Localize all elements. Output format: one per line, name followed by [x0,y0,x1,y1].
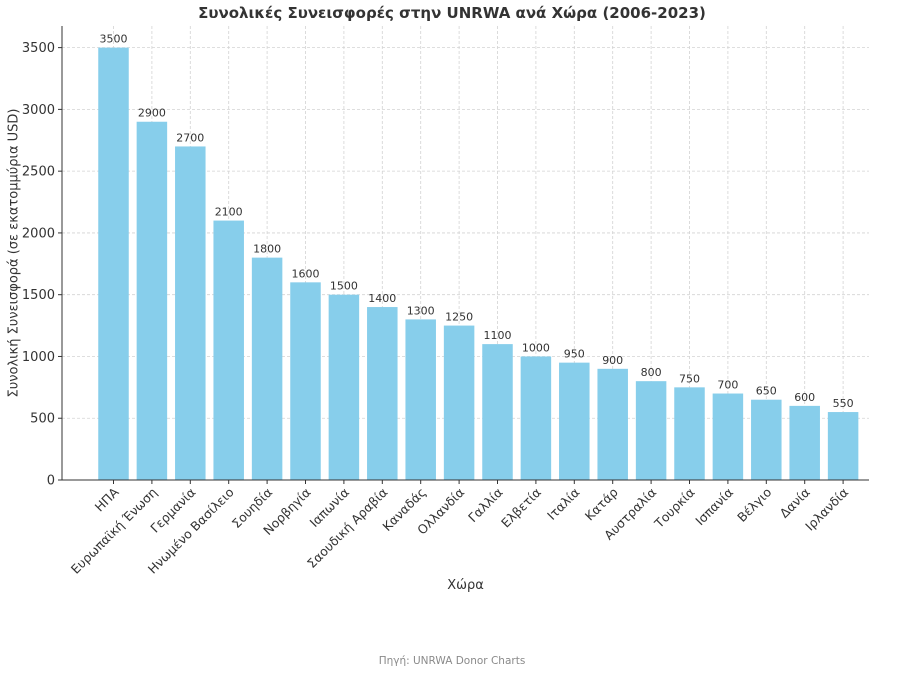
bar-8 [405,319,436,480]
bar-2 [175,146,206,480]
value-label: 900 [602,354,623,367]
y-tick-label: 1000 [22,350,55,365]
value-label: 3500 [100,33,128,46]
y-tick-label: 0 [47,474,55,489]
bar-7 [367,307,398,480]
y-tick-label: 2000 [22,226,55,241]
bar-5 [290,282,321,480]
x-axis-label: Χώρα [447,578,484,593]
bar-14 [635,381,667,480]
bar-4 [251,257,283,480]
bar-18 [789,405,820,480]
bar-9 [443,325,475,480]
y-tick-label: 2500 [22,165,55,180]
value-label: 1600 [292,267,320,280]
value-label: 800 [641,366,662,379]
bar-15 [674,387,705,480]
x-tick-label: Δανία [777,485,813,521]
y-tick-label: 500 [30,412,55,427]
value-label: 1500 [330,280,358,293]
value-label: 600 [794,391,815,404]
value-label: 1800 [253,243,281,256]
y-tick-label: 3500 [22,41,55,56]
value-label: 950 [564,348,585,361]
value-labels: 3500 2900 2700 2100 1800 1600 1500 1400 1300 1250… [100,33,854,410]
chart-title: Συνολικές Συνεισφορές στην UNRWA ανά Χώρ… [198,4,706,22]
source-note: Πηγή: UNRWA Donor Charts [378,655,526,667]
y-tick-label: 3000 [22,103,55,118]
bar-10 [482,344,513,480]
bar-1 [136,121,168,481]
value-label: 1300 [407,304,435,317]
x-tick-label: Ισπανία [692,485,736,529]
bar-13 [597,368,628,480]
bar-3 [213,220,244,481]
bar-19 [827,412,859,480]
x-tick-label: Ιταλία [544,485,582,523]
value-label: 650 [756,385,777,398]
y-axis-label: Συνολική Συνεισφορά (σε εκατομμύρια USD) [6,108,22,398]
bar-0 [98,47,129,480]
value-label: 1000 [522,341,550,354]
x-tick-label: Βέλγιο [734,485,774,525]
value-label: 2900 [138,107,166,120]
x-tick-label: Τουρκία [651,485,698,532]
value-label: 550 [833,397,854,410]
x-tick-label: Ελβετία [498,485,544,531]
value-label: 1400 [368,292,396,305]
bar-16 [712,393,744,480]
y-tick-label: 1500 [22,288,55,303]
bar-11 [520,356,552,480]
value-label: 1100 [484,329,512,342]
bar-6 [328,294,360,480]
x-tick-label: ΗΠΑ [92,484,122,514]
value-label: 2100 [215,206,243,219]
axes [58,26,869,484]
bar-12 [559,362,590,480]
y-tick-labels: 0 500 1000 1500 2000 2500 3000 3500 [22,41,55,488]
value-label: 700 [717,379,738,392]
value-label: 750 [679,372,700,385]
value-label: 2700 [176,131,204,144]
value-label: 1250 [445,311,473,324]
bars [98,47,859,481]
bar-17 [751,399,782,480]
